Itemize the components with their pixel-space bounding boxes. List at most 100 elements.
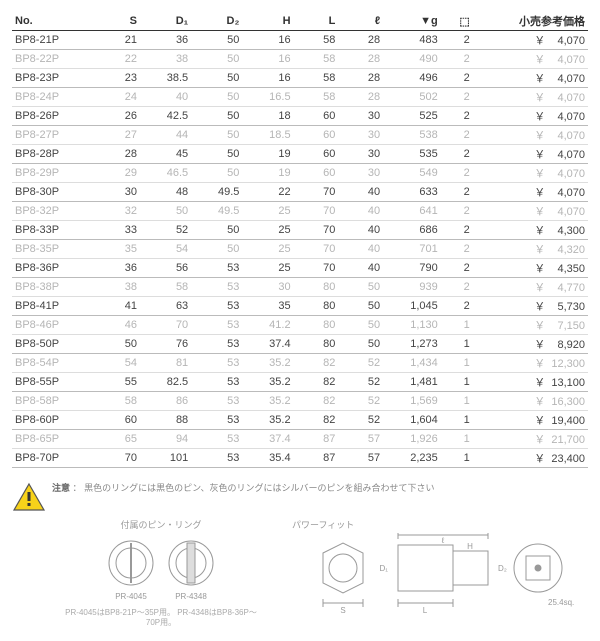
cell: BP8-35P — [12, 240, 95, 259]
table-row: BP8-36P3656532570407902￥ 4,350 — [12, 259, 588, 278]
cell: BP8-27P — [12, 126, 95, 145]
cell: 60 — [294, 107, 339, 126]
cell: 35 — [95, 240, 140, 259]
table-row: BP8-55P5582.55335.282521,4811￥ 13,100 — [12, 373, 588, 392]
socket-label: パワーフィット — [292, 518, 588, 531]
cell: 22 — [242, 183, 293, 202]
cell: 53 — [191, 411, 242, 430]
cell: 2 — [441, 240, 473, 259]
rings-label: 付属のピン・リング — [62, 518, 260, 531]
cell: BP8-23P — [12, 69, 95, 88]
cell: 1 — [441, 449, 473, 468]
cell: 1,434 — [383, 354, 441, 373]
cell: 29 — [95, 164, 140, 183]
cell: 35.4 — [242, 449, 293, 468]
cell: 53 — [191, 392, 242, 411]
cell: 1,481 — [383, 373, 441, 392]
cell: 25 — [242, 202, 293, 221]
table-row: BP8-70P701015335.487572,2351￥ 23,400 — [12, 449, 588, 468]
cell: 2 — [441, 107, 473, 126]
svg-text:S: S — [340, 606, 345, 615]
cell: 1 — [441, 430, 473, 449]
cell: 30 — [338, 164, 383, 183]
cell: 21 — [95, 31, 140, 50]
cell: 790 — [383, 259, 441, 278]
cell: 53 — [191, 316, 242, 335]
cell: ￥ 12,300 — [473, 354, 588, 373]
cell: 535 — [383, 145, 441, 164]
cell: 53 — [191, 259, 242, 278]
cell: 58 — [294, 69, 339, 88]
cell: 701 — [383, 240, 441, 259]
cell: 28 — [95, 145, 140, 164]
cell: 502 — [383, 88, 441, 107]
cell: 46.5 — [140, 164, 191, 183]
cell: 38.5 — [140, 69, 191, 88]
cell: 50 — [191, 88, 242, 107]
cell: 2 — [441, 164, 473, 183]
cell: 82 — [294, 411, 339, 430]
cell: ￥ 16,300 — [473, 392, 588, 411]
cell: 35.2 — [242, 411, 293, 430]
cell: 50 — [191, 50, 242, 69]
cell: BP8-50P — [12, 335, 95, 354]
cell: 1 — [441, 392, 473, 411]
cell: 37.4 — [242, 430, 293, 449]
cell: 40 — [140, 88, 191, 107]
cell: 33 — [95, 221, 140, 240]
cell: 2 — [441, 88, 473, 107]
cell: ￥ 4,070 — [473, 202, 588, 221]
cell: 40 — [338, 221, 383, 240]
cell: 50 — [338, 278, 383, 297]
cell: 37.4 — [242, 335, 293, 354]
cell: 633 — [383, 183, 441, 202]
cell: 60 — [294, 164, 339, 183]
cell: 2 — [441, 259, 473, 278]
cell: 82 — [294, 392, 339, 411]
cell: 60 — [95, 411, 140, 430]
cell: 1 — [441, 316, 473, 335]
cell: 27 — [95, 126, 140, 145]
cell: 53 — [191, 430, 242, 449]
cell: BP8-22P — [12, 50, 95, 69]
table-row: BP8-23P2338.5501658284962￥ 4,070 — [12, 69, 588, 88]
cell: 483 — [383, 31, 441, 50]
cell: 36 — [95, 259, 140, 278]
cell: 549 — [383, 164, 441, 183]
cell: BP8-70P — [12, 449, 95, 468]
cell: 50 — [191, 221, 242, 240]
cell: 38 — [140, 50, 191, 69]
cell: 80 — [294, 316, 339, 335]
cell: 26 — [95, 107, 140, 126]
cell: ￥ 4,070 — [473, 107, 588, 126]
cell: 48 — [140, 183, 191, 202]
table-row: BP8-26P2642.5501860305252￥ 4,070 — [12, 107, 588, 126]
svg-text:L: L — [423, 606, 428, 615]
cell: 1,130 — [383, 316, 441, 335]
cell: 16.5 — [242, 88, 293, 107]
warning-icon — [12, 482, 46, 512]
cell: BP8-55P — [12, 373, 95, 392]
table-row: BP8-29P2946.5501960305492￥ 4,070 — [12, 164, 588, 183]
cell: BP8-26P — [12, 107, 95, 126]
cell: ￥ 4,320 — [473, 240, 588, 259]
cell: ￥ 4,070 — [473, 31, 588, 50]
cell: 70 — [294, 259, 339, 278]
cell: 686 — [383, 221, 441, 240]
table-row: BP8-60P60885335.282521,6041￥ 19,400 — [12, 411, 588, 430]
cell: BP8-54P — [12, 354, 95, 373]
spec-table: No.SD₁D₂HLℓ▼g⬚小売参考価格 BP8-21P213650165828… — [12, 12, 588, 468]
cell: 50 — [191, 164, 242, 183]
table-row: BP8-50P50765337.480501,2731￥ 8,920 — [12, 335, 588, 354]
cell: 55 — [95, 373, 140, 392]
cell: 18.5 — [242, 126, 293, 145]
cell: 23 — [95, 69, 140, 88]
cell: 1,045 — [383, 297, 441, 316]
cell: 50 — [191, 145, 242, 164]
cell: 2 — [441, 126, 473, 145]
cell: 56 — [140, 259, 191, 278]
cell: ￥ 8,920 — [473, 335, 588, 354]
cell: 1,569 — [383, 392, 441, 411]
cell: 58 — [294, 88, 339, 107]
cell: BP8-21P — [12, 31, 95, 50]
